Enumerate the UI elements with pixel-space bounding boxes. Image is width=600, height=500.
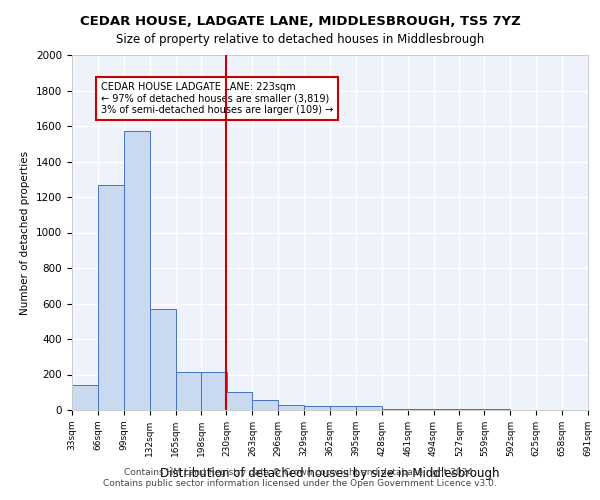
Bar [434,409,460,410]
Text: Size of property relative to detached houses in Middlesbrough: Size of property relative to detached ho… [116,32,484,46]
Text: CEDAR HOUSE LADGATE LANE: 223sqm
← 97% of detached houses are smaller (3,819)
3%: CEDAR HOUSE LADGATE LANE: 223sqm ← 97% o… [101,82,333,115]
Y-axis label: Number of detached properties: Number of detached properties [20,150,31,314]
Text: Contains HM Land Registry data © Crown copyright and database right 2024.
Contai: Contains HM Land Registry data © Crown c… [103,468,497,487]
Bar [304,406,330,410]
Text: CEDAR HOUSE, LADGATE LANE, MIDDLESBROUGH, TS5 7YZ: CEDAR HOUSE, LADGATE LANE, MIDDLESBROUGH… [80,15,520,28]
Bar [72,385,98,410]
Bar [382,409,407,410]
Bar [176,372,202,410]
Bar [98,184,124,410]
X-axis label: Distribution of detached houses by size in Middlesbrough: Distribution of detached houses by size … [160,467,500,480]
Bar [226,392,253,410]
Bar [278,404,304,410]
Bar [407,409,434,410]
Bar [356,406,382,410]
Bar [149,309,176,410]
Bar [330,406,356,410]
Bar [253,400,278,410]
Bar [124,132,149,410]
Bar [202,372,227,410]
